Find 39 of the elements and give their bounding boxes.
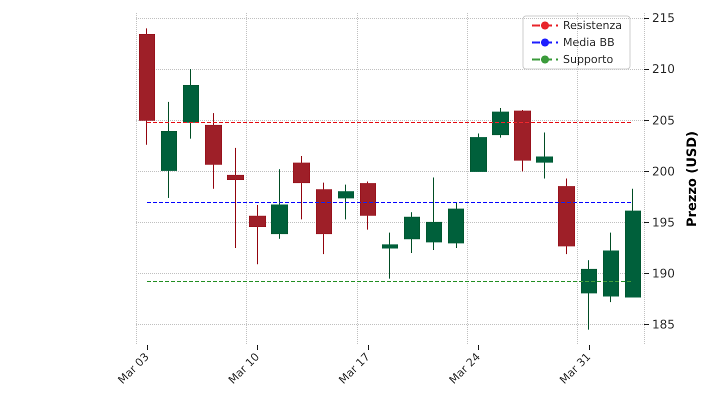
- y-tick-label: 200: [652, 164, 675, 178]
- candlestick: [227, 147, 244, 248]
- candlestick: [536, 132, 553, 179]
- x-tick-label: Mar 03: [115, 350, 152, 387]
- x-tick-label: Mar 31: [557, 350, 594, 387]
- candlestick: [205, 112, 222, 190]
- candlestick: [470, 133, 487, 172]
- y-tick-label: 215: [652, 11, 675, 26]
- candlestick: [382, 232, 398, 280]
- y-tick-label: 185: [652, 318, 675, 332]
- candlestick: [625, 188, 641, 298]
- candlestick: [603, 232, 619, 303]
- y-axis-title: Prezzo (USD): [684, 131, 700, 227]
- legend-label: Supporto: [563, 53, 614, 66]
- candlestick: [448, 201, 464, 248]
- candlestick: [404, 212, 420, 254]
- candlestick: [271, 168, 288, 240]
- legend-label: Media BB: [563, 36, 615, 49]
- y-tick-label: 190: [652, 266, 675, 280]
- candlestick: [426, 176, 442, 250]
- candlestick: [360, 181, 376, 230]
- candlestick: [316, 182, 332, 255]
- candlestick: [338, 184, 354, 220]
- candlestick: [249, 204, 266, 265]
- candlestick: [161, 101, 177, 198]
- x-tick-label: Mar 17: [336, 350, 373, 387]
- y-tick-label: 205: [652, 113, 675, 128]
- x-tick-label: Mar 10: [226, 350, 262, 387]
- x-tick-label: Mar 24: [446, 350, 483, 387]
- y-tick-label: 210: [652, 62, 675, 76]
- candlestick: [581, 260, 597, 330]
- y-tick-label: 195: [652, 215, 675, 230]
- candlestick: [139, 28, 155, 146]
- legend-label: Resistenza: [563, 19, 622, 32]
- candlestick: [514, 110, 531, 172]
- candlestick: [558, 178, 575, 255]
- candlestick: [183, 68, 199, 140]
- candlestick: [293, 156, 310, 220]
- candlestick: [492, 108, 509, 138]
